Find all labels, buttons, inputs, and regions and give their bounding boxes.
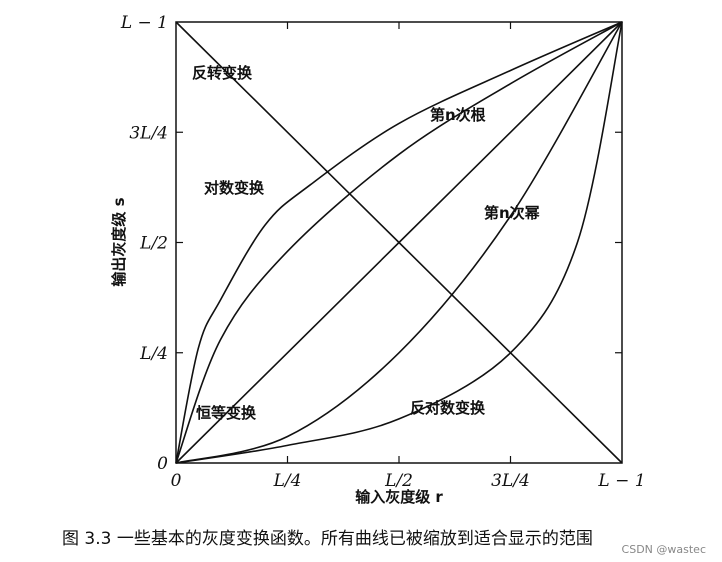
y-tick-label: 0 [157,454,168,474]
x-tick-label: 0 [171,471,182,491]
axis-ticks [176,22,622,463]
label-log: 对数变换 [204,179,265,197]
figure-caption: 图 3.3 一些基本的灰度变换函数。所有曲线已被缩放到适合显示的范围 [62,529,593,549]
x-tick-label: L − 1 [597,471,645,491]
watermark: CSDN @wastec [621,543,706,556]
chart: 0 L/4 L/2 3L/4 L − 1 0 L/4 L/2 3L/4 L − 1 输入灰度级 r… [110,13,646,506]
curve-series-5 [175,21,623,464]
y-tick-label: L/2 [139,234,168,254]
y-tick-label: L/4 [139,344,168,364]
label-inverse: 反转变换 [192,64,253,82]
label-inverse-log: 反对数变换 [410,399,486,417]
y-tick-label: 3L/4 [129,123,168,143]
tick-labels: 0 L/4 L/2 3L/4 L − 1 0 L/4 L/2 3L/4 L − 1 [120,13,646,491]
curves [175,21,623,464]
x-tick-label: 3L/4 [491,471,530,491]
x-tick-label: L/2 [384,471,413,491]
curve-series-3 [175,21,623,464]
curve-series-4 [175,21,623,464]
label-identity: 恒等变换 [196,404,257,422]
label-nth-power: 第n次幂 [484,204,541,222]
x-axis-title: 输入灰度级 r [355,488,443,506]
curve-series-1 [175,21,623,464]
y-axis-title: 输出灰度级 s [110,197,128,286]
curve-series-2 [175,21,623,464]
x-tick-label: L/4 [273,471,302,491]
label-nth-root: 第n次根 [430,106,486,124]
y-tick-label: L − 1 [120,13,168,33]
